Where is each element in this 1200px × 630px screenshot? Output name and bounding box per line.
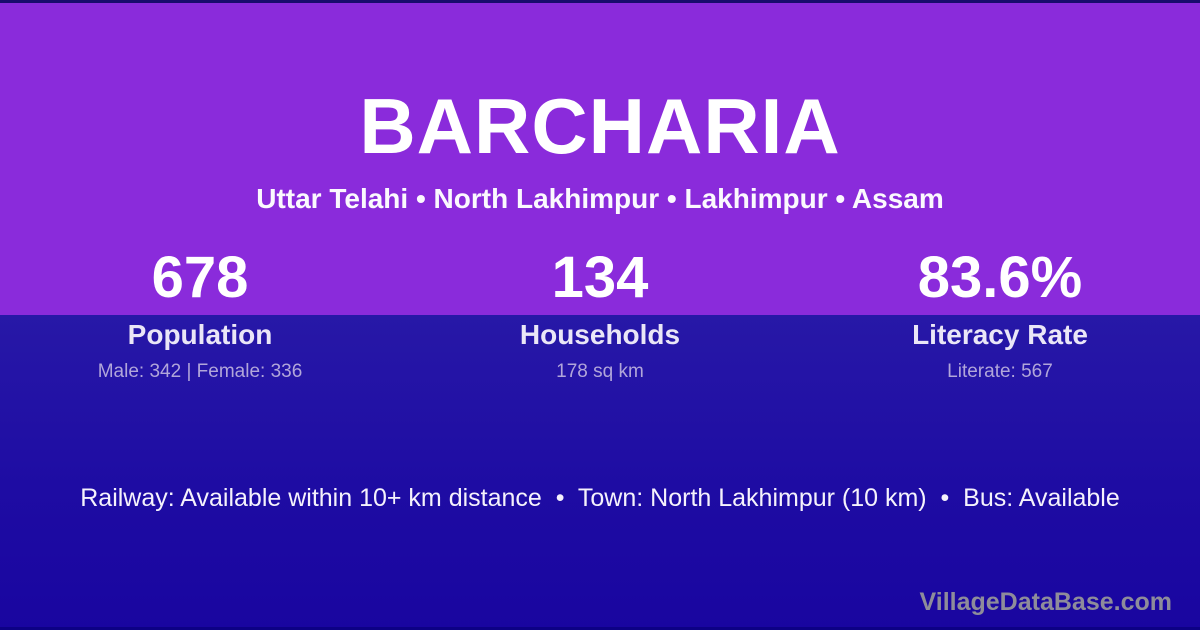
bottom-edge-strip <box>0 627 1200 630</box>
location-breadcrumb: Uttar Telahi • North Lakhimpur • Lakhimp… <box>256 183 944 214</box>
stat-literacy: 83.6% Literacy Rate Literate: 567 <box>800 248 1200 384</box>
households-label: Households <box>519 319 681 350</box>
literacy-label: Literacy Rate <box>912 319 1088 350</box>
households-value: 134 <box>551 245 649 310</box>
population-label: Population <box>127 319 273 350</box>
population-value: 678 <box>151 245 249 310</box>
population-detail: Male: 342 | Female: 336 <box>97 361 303 382</box>
watermark-sitename: VillageDataBase.com <box>919 588 1172 616</box>
stat-population: 678 Population Male: 342 | Female: 336 <box>0 248 400 384</box>
transport-info-line: Railway: Available within 10+ km distanc… <box>80 484 1120 512</box>
village-title: BARCHARIA <box>359 82 841 170</box>
stats-row: 678 Population Male: 342 | Female: 336 1… <box>0 248 1200 384</box>
households-detail: 178 sq km <box>556 361 644 382</box>
literacy-detail: Literate: 567 <box>947 361 1053 382</box>
top-edge-strip <box>0 0 1200 3</box>
purple-background-band <box>0 0 1200 315</box>
indigo-background-band <box>0 315 1200 630</box>
literacy-value: 83.6% <box>917 245 1083 310</box>
stat-households: 134 Households 178 sq km <box>400 248 800 384</box>
